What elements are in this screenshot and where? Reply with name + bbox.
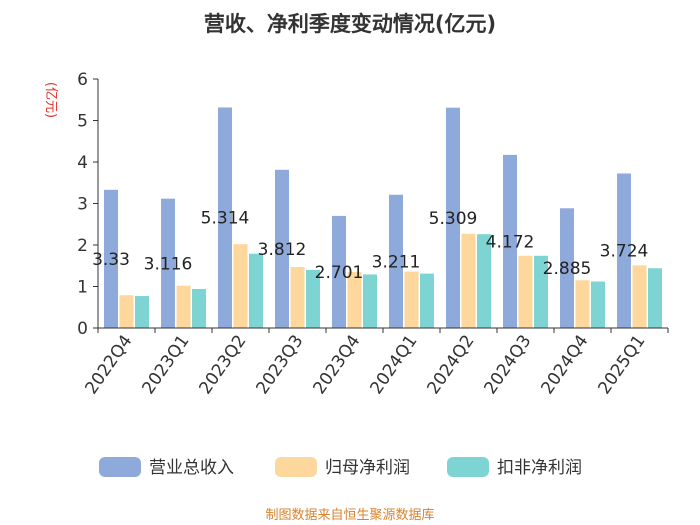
legend-swatch [99,457,141,477]
legend-swatch [275,457,317,477]
bar-2 [632,265,647,328]
bar-1 [161,198,175,328]
x-axis: 2022Q4 2023Q1 2023Q2 2023Q3 2023Q4 2024Q1 2024… [82,327,669,398]
bar-2 [176,285,191,328]
y-tick-label: 5 [77,112,88,132]
bar-3 [363,274,377,328]
legend-item: 营业总收入 [99,457,234,478]
y-tick-label: 6 [77,70,88,90]
bar-3 [477,234,491,328]
data-label: 5.314 [201,209,250,229]
bar-2 [119,295,134,328]
data-label: 3.33 [92,250,130,270]
bar-3 [249,253,263,328]
bar-2 [233,244,248,328]
data-label: 2.701 [315,263,364,283]
bar-2 [347,271,362,328]
y-axis-label: (亿元) [43,82,58,118]
legend-label: 扣非净利润 [497,458,582,478]
bar-1 [560,208,574,328]
x-tick-label: 2023Q1 [139,331,194,398]
data-label: 3.812 [258,240,307,260]
bar-2 [461,233,476,328]
x-tick-label: 2024Q2 [424,331,479,398]
x-tick-label: 2024Q3 [481,331,536,398]
y-tick-label: 2 [77,236,88,256]
bar-3 [420,273,434,328]
bars [104,107,662,329]
data-label: 4.172 [486,232,535,252]
legend: 营业总收入 归母净利润 扣非净利润 [99,457,582,478]
bar-1 [503,154,517,328]
bar-1 [332,215,346,328]
y-tick-label: 0 [77,319,88,339]
bar-2 [404,271,419,328]
x-tick-label: 2023Q3 [253,331,308,398]
bar-3 [648,268,662,328]
data-label: 5.309 [429,209,478,229]
bar-3 [192,288,206,328]
legend-item: 归母净利润 [275,457,410,478]
bar-1 [218,107,232,329]
x-tick-label: 2025Q1 [595,331,650,398]
chart-title: 营收、净利季度变动情况(亿元) [204,12,496,36]
x-tick-label: 2024Q1 [367,331,422,398]
legend-item: 扣非净利润 [447,457,582,478]
bar-3 [135,296,149,328]
x-tick-label: 2023Q4 [310,331,365,398]
legend-swatch [447,457,489,477]
bar-1 [446,107,460,328]
bar-1 [389,194,403,328]
bar-3 [306,269,320,328]
data-label: 3.724 [600,242,649,262]
y-tick-label: 3 [77,195,88,215]
x-tick-label: 2023Q2 [196,331,251,398]
source-note: 制图数据来自恒生聚源数据库 [265,507,434,523]
bar-1 [275,169,289,328]
bar-2 [518,255,533,328]
y-tick-label: 1 [77,278,88,298]
data-labels: 3.33 3.116 5.314 3.812 2.701 3.211 5.309 4.172 2… [92,209,648,283]
bar-3 [534,255,548,328]
legend-label: 营业总收入 [149,458,234,478]
x-tick-label: 2024Q4 [538,331,593,398]
y-axis: 0 1 2 3 4 5 6 [77,70,99,339]
legend-label: 归母净利润 [325,458,410,478]
bar-1 [104,189,118,328]
y-tick-label: 4 [77,153,88,173]
data-label: 2.885 [543,259,592,279]
bar-2 [290,266,305,328]
bar-2 [575,280,590,328]
bar-1 [617,173,631,328]
data-label: 3.211 [372,252,421,272]
x-tick-label: 2022Q4 [82,331,137,398]
bar-3 [591,281,605,328]
data-label: 3.116 [144,254,193,274]
